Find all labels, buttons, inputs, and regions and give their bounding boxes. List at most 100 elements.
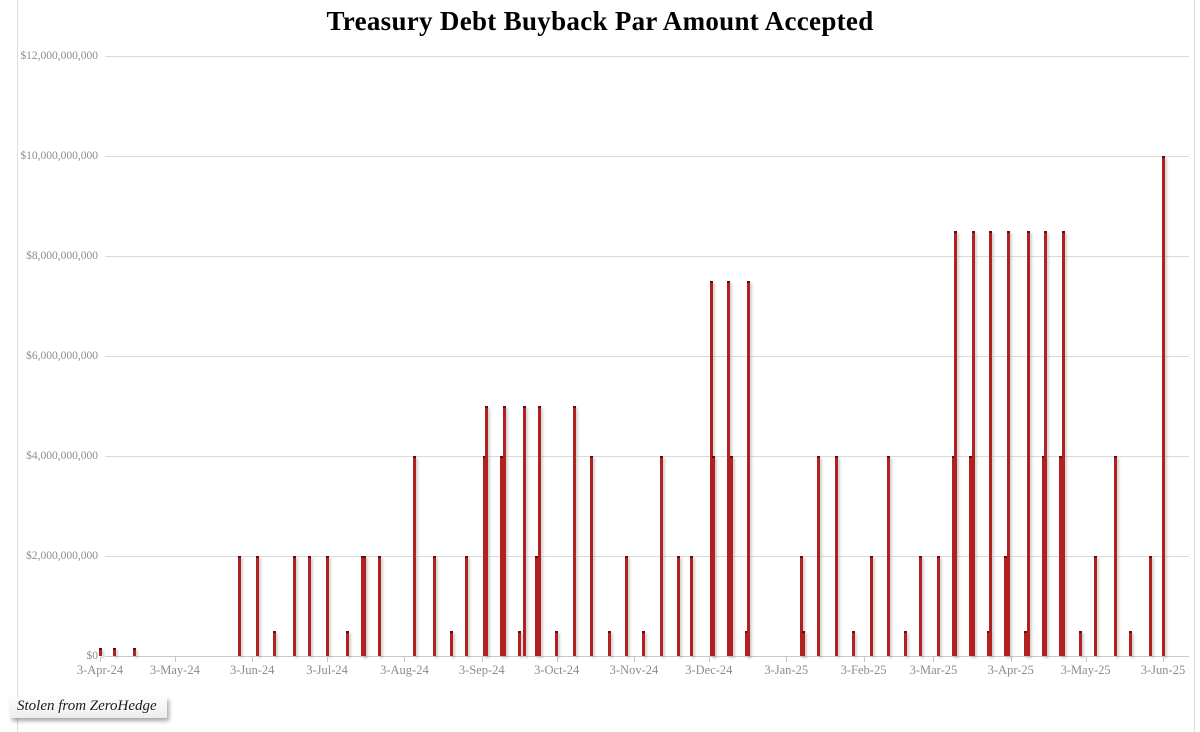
y-gridline — [105, 356, 1189, 357]
y-gridline — [105, 556, 1189, 557]
x-axis-tick-label: 3-Jun-25 — [1140, 663, 1186, 677]
bar — [308, 556, 312, 656]
bar — [360, 556, 364, 656]
bar — [989, 231, 993, 656]
bar — [659, 456, 663, 656]
y-axis-tick-label: $12,000,000,000 — [20, 50, 98, 62]
bar — [450, 631, 454, 656]
x-axis-tick-label: 3-Jun-24 — [229, 663, 275, 677]
bar — [954, 231, 958, 656]
x-axis-tick-mark — [481, 657, 483, 662]
y-axis-tick-label: $0 — [86, 650, 99, 662]
bar — [465, 556, 469, 656]
x-axis-tick-label: 3-May-24 — [149, 663, 200, 677]
bar — [1079, 631, 1083, 656]
bar — [1006, 231, 1010, 656]
bar — [1114, 456, 1118, 656]
bar — [625, 556, 628, 656]
bar — [293, 556, 297, 656]
bar — [345, 631, 349, 656]
bar — [537, 406, 541, 656]
bar — [887, 456, 891, 656]
bar — [1161, 156, 1165, 656]
bar — [1024, 631, 1028, 656]
x-axis-tick-label: 3-Apr-24 — [76, 663, 124, 677]
x-axis-tick-label: 3-May-25 — [1060, 663, 1111, 677]
y-axis-tick-label: $10,000,000,000 — [20, 150, 98, 162]
bar — [747, 281, 751, 656]
x-axis-tick-mark — [556, 657, 558, 662]
bar — [1129, 631, 1133, 656]
bar — [113, 648, 117, 656]
bar — [969, 456, 973, 656]
x-axis-tick-label: 3-Jul-24 — [306, 663, 348, 677]
x-axis-tick-mark — [174, 657, 176, 662]
bar — [919, 556, 923, 656]
bar — [255, 556, 259, 656]
bar — [273, 631, 277, 656]
x-axis-tick-label: 3-Oct-24 — [534, 663, 580, 677]
chart-left-border — [17, 0, 18, 732]
bar — [869, 556, 873, 656]
bar — [555, 631, 559, 656]
x-axis-tick-label: 3-Mar-25 — [909, 663, 958, 677]
bar — [677, 556, 681, 656]
bar — [482, 456, 486, 656]
bar — [412, 456, 416, 656]
bar — [1026, 231, 1030, 656]
bar — [712, 456, 716, 656]
x-axis-tick-mark — [252, 657, 254, 662]
bar — [744, 631, 748, 656]
bar — [1094, 556, 1098, 656]
x-axis-tick-label: 3-Feb-25 — [840, 663, 887, 677]
bar — [817, 456, 821, 656]
x-axis-tick-mark — [327, 657, 329, 662]
bar — [1059, 456, 1063, 656]
x-axis-tick-label: 3-Jan-25 — [764, 663, 809, 677]
x-axis-tick-mark — [933, 657, 935, 662]
x-axis-tick-label: 3-Sep-24 — [458, 663, 505, 677]
x-axis-tick-mark — [1010, 657, 1012, 662]
bar — [377, 556, 381, 656]
bar — [485, 406, 489, 656]
bar — [590, 456, 594, 656]
x-axis-tick-mark — [1085, 657, 1087, 662]
bar — [238, 556, 242, 656]
bar — [607, 631, 611, 656]
chart-title: Treasury Debt Buyback Par Amount Accepte… — [326, 6, 874, 36]
x-axis-tick-label: 3-Nov-24 — [609, 663, 659, 677]
y-gridline — [105, 456, 1189, 457]
y-gridline — [105, 656, 1189, 657]
bar — [363, 556, 366, 656]
bar — [802, 631, 806, 656]
y-gridline — [105, 56, 1189, 57]
bar — [1041, 456, 1045, 656]
bar — [689, 556, 693, 656]
bar — [1044, 231, 1048, 656]
y-gridline — [105, 256, 1189, 257]
x-axis-tick-mark — [1163, 657, 1164, 662]
x-axis-tick-mark — [633, 657, 635, 662]
x-axis-tick-mark — [100, 657, 101, 662]
bar — [572, 406, 576, 656]
x-axis-tick-mark — [863, 657, 865, 662]
bar — [642, 631, 646, 656]
x-axis-tick-label: 3-Dec-24 — [685, 663, 733, 677]
bar — [904, 631, 908, 656]
bar — [799, 556, 803, 656]
bar — [98, 648, 102, 656]
bar — [517, 631, 521, 656]
bar — [971, 231, 975, 656]
bar — [500, 456, 504, 656]
bar — [522, 406, 526, 656]
bar — [1061, 231, 1065, 656]
bar — [1004, 556, 1008, 656]
y-gridline — [105, 156, 1189, 157]
x-axis-tick-mark — [708, 657, 710, 662]
bar — [502, 406, 506, 656]
watermark: Stolen from ZeroHedge — [10, 697, 167, 718]
bar — [727, 281, 731, 656]
bar — [535, 556, 539, 656]
y-axis-tick-label: $8,000,000,000 — [26, 250, 98, 262]
